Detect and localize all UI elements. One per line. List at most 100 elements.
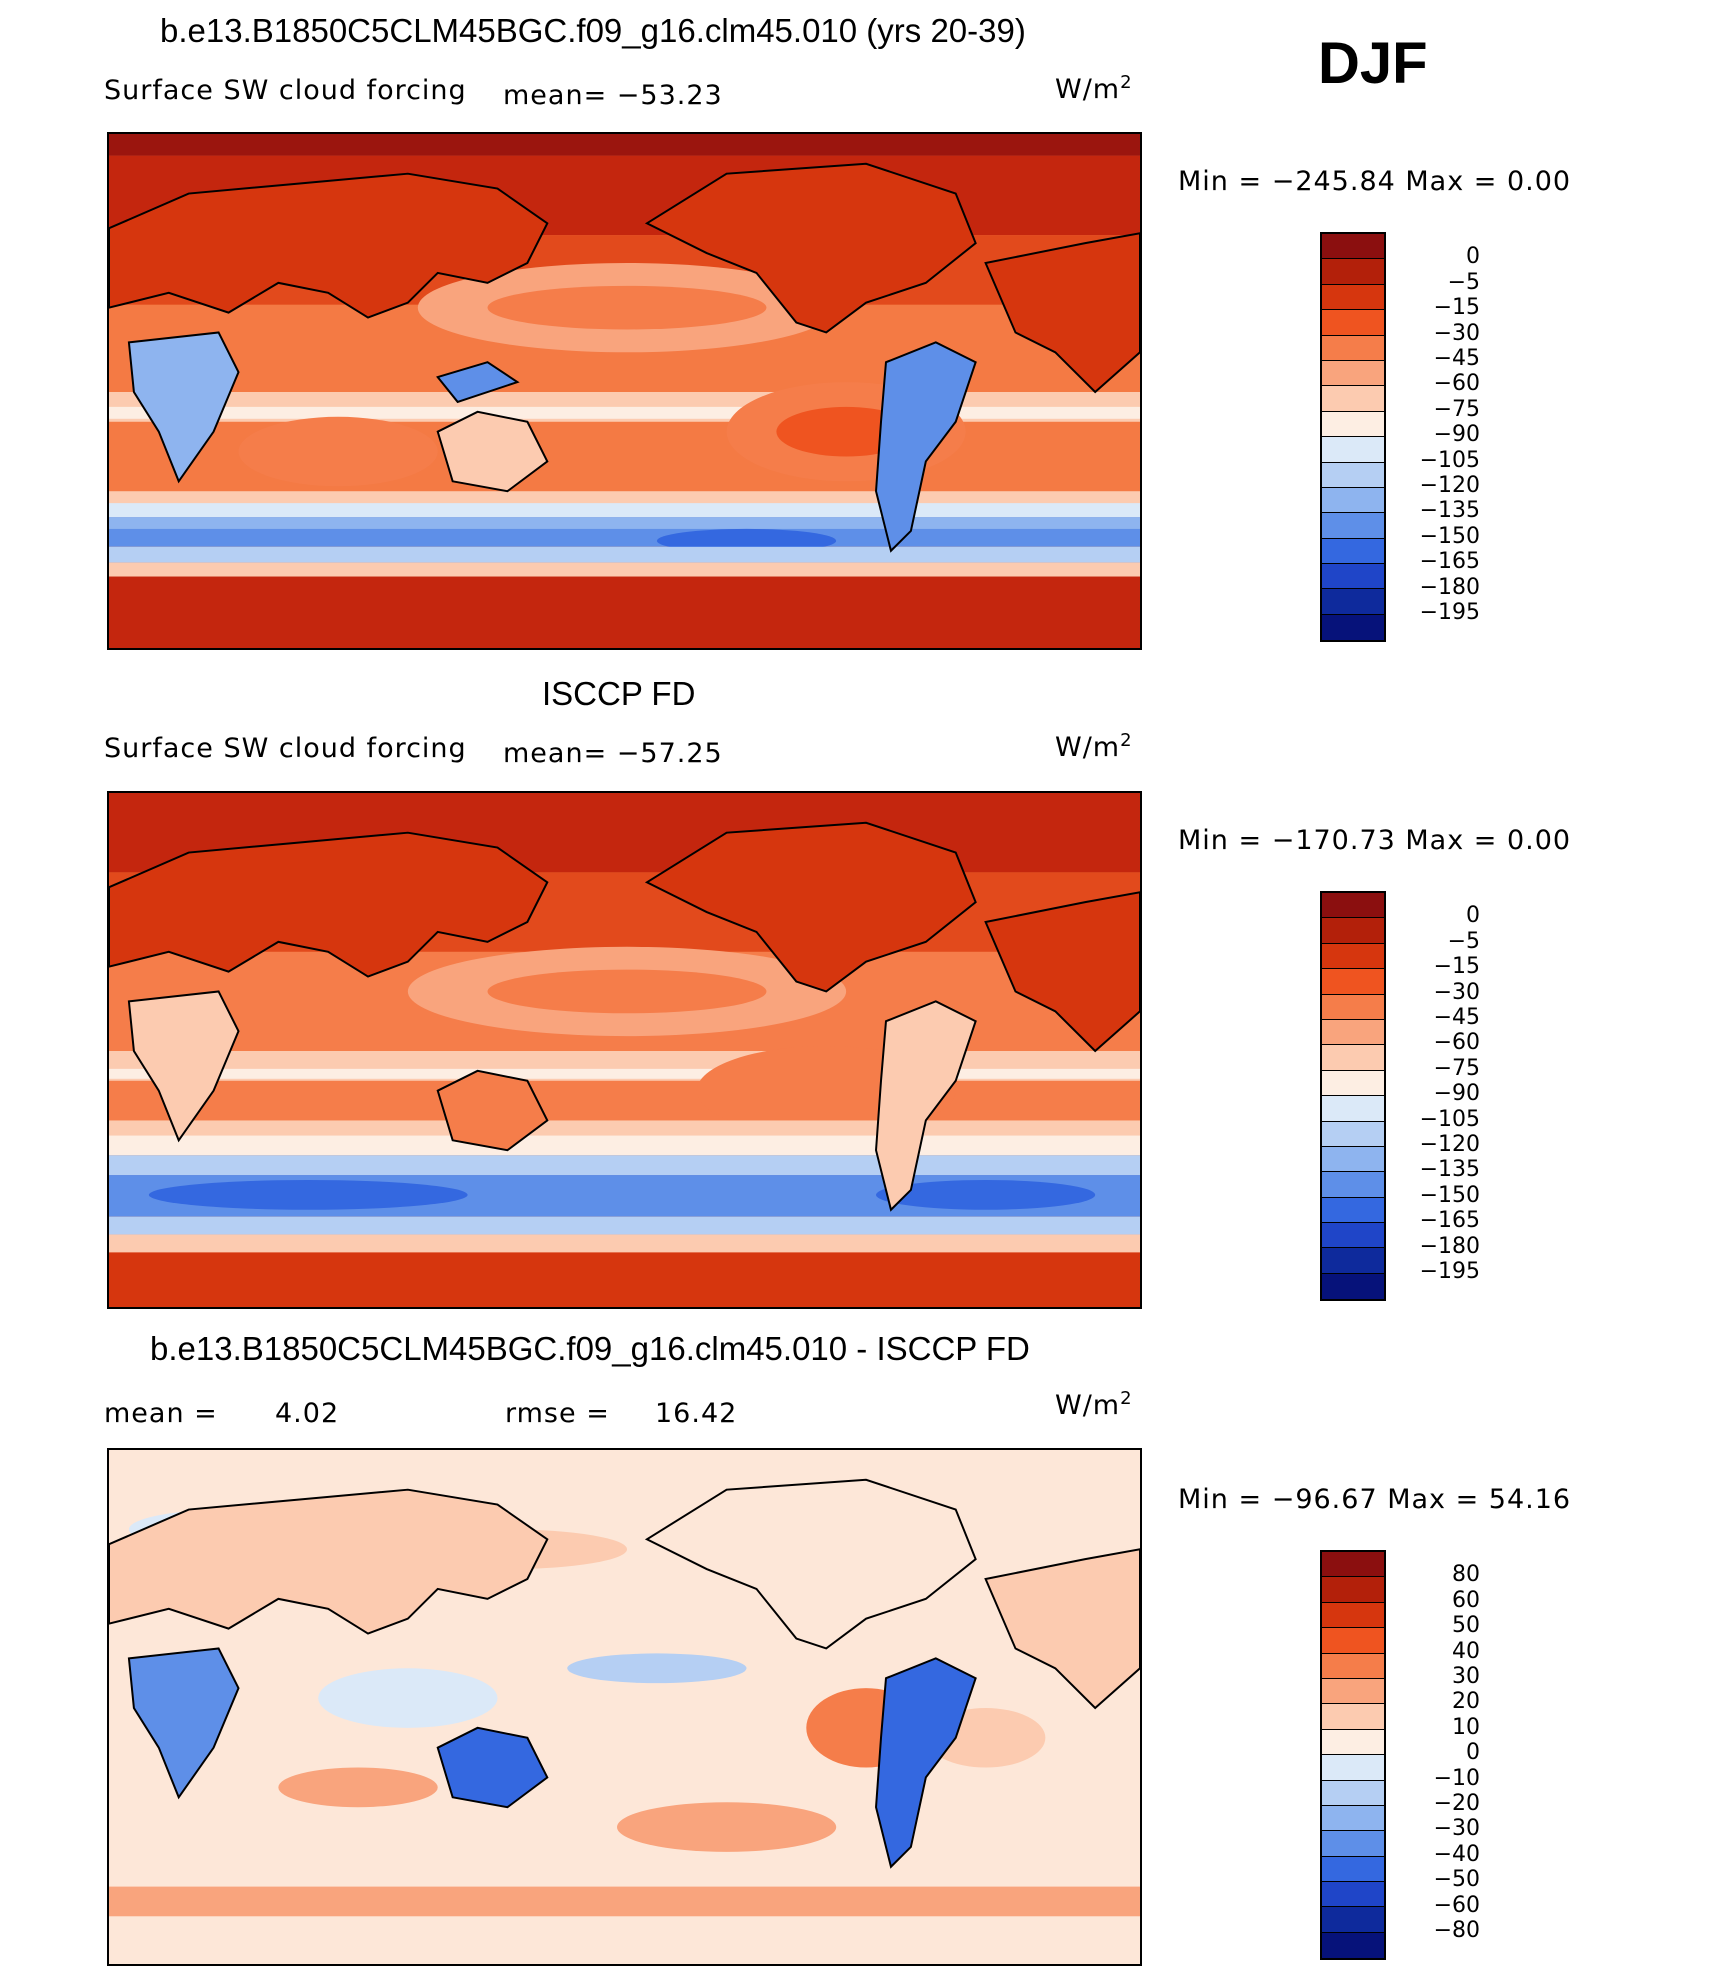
colorbar-tick-label: −30	[1433, 320, 1480, 346]
colorbar-tick-label: −60	[1433, 1030, 1480, 1056]
colorbar-tick-label: −150	[1419, 1182, 1480, 1208]
colorbar-swatch	[1322, 1856, 1384, 1883]
colorbar-swatch	[1322, 918, 1384, 944]
colorbar-swatch	[1322, 589, 1384, 615]
colorbar-swatch	[1322, 335, 1384, 361]
colorbar-tick-label: −165	[1419, 549, 1480, 575]
panel3-minmax: Min = −96.67 Max = 54.16	[1178, 1484, 1572, 1515]
panel1-colorbar	[1320, 232, 1386, 643]
panel2-colorbar-labels: 0 −5 −15 −30 −45 −60 −75 −90 −105 −120 −135 −150 −16…	[1400, 891, 1480, 1301]
colorbar-swatch	[1322, 1552, 1384, 1578]
colorbar-tick-label: −90	[1433, 1081, 1480, 1107]
colorbar-swatch	[1322, 1019, 1384, 1046]
colorbar-tick-label: 10	[1452, 1714, 1480, 1740]
colorbar-swatch	[1322, 360, 1384, 387]
panel1-colorbar-labels: 0 −5 −15 −30 −45 −60 −75 −90 −105 −120 −135 −150 −16…	[1400, 232, 1480, 642]
colorbar-swatch	[1322, 462, 1384, 488]
colorbar-tick-label: −60	[1433, 1892, 1480, 1918]
panel1-title: b.e13.B1850C5CLM45BGC.f09_g16.clm45.010 …	[160, 12, 1026, 49]
colorbar-tick-label: −165	[1419, 1208, 1480, 1234]
panel3-rmse-value: 16.42	[655, 1398, 738, 1429]
colorbar-tick-label: −105	[1419, 447, 1480, 473]
panel3-title: b.e13.B1850C5CLM45BGC.f09_g16.clm45.010 …	[150, 1330, 1030, 1367]
colorbar-swatch	[1322, 1172, 1384, 1198]
colorbar-tick-label: 40	[1452, 1638, 1480, 1664]
panel3-units: W/m2	[1055, 1388, 1133, 1421]
panel2-map-field	[109, 793, 1140, 1307]
colorbar-tick-label: −120	[1419, 1132, 1480, 1157]
colorbar-swatch	[1322, 893, 1384, 919]
panel1-minmax: Min = −245.84 Max = 0.00	[1178, 166, 1572, 197]
colorbar-tick-label: −180	[1419, 1233, 1480, 1259]
colorbar-swatch	[1322, 234, 1384, 260]
panel2-minmax: Min = −170.73 Max = 0.00	[1178, 825, 1572, 856]
panel3-colorbar-labels: 80 60 50 40 30 20 10 0 −10 −20 −30 −40 −50 −60 −80	[1400, 1550, 1480, 1960]
colorbar-swatch	[1322, 943, 1384, 970]
colorbar-tick-label: −15	[1433, 954, 1480, 980]
colorbar-tick-label: −135	[1419, 498, 1480, 524]
panel2-colorbar	[1320, 891, 1386, 1302]
colorbar-tick-label: −20	[1433, 1791, 1480, 1816]
colorbar-tick-label: −150	[1419, 523, 1480, 549]
colorbar-swatch	[1322, 284, 1384, 311]
colorbar-tick-label: 60	[1452, 1587, 1480, 1613]
colorbar-tick-label: −135	[1419, 1157, 1480, 1183]
colorbar-swatch	[1322, 1096, 1384, 1122]
colorbar-swatch	[1322, 1882, 1384, 1908]
colorbar-swatch	[1322, 564, 1384, 590]
panel3-map-field	[109, 1450, 1140, 1964]
colorbar-swatch	[1322, 1146, 1384, 1173]
colorbar-swatch	[1322, 614, 1384, 641]
colorbar-swatch	[1322, 1678, 1384, 1705]
colorbar-swatch	[1322, 1273, 1384, 1300]
colorbar-tick-label: −5	[1447, 928, 1480, 954]
colorbar-tick-label: −30	[1433, 979, 1480, 1005]
colorbar-swatch	[1322, 437, 1384, 463]
panel1-mean: mean= −53.23	[503, 80, 723, 111]
colorbar-swatch	[1322, 969, 1384, 995]
panel3-mean-label: mean =	[104, 1398, 218, 1429]
colorbar-swatch	[1322, 1628, 1384, 1654]
colorbar-tick-label: −105	[1419, 1106, 1480, 1132]
colorbar-tick-label: 20	[1452, 1689, 1480, 1715]
colorbar-swatch	[1322, 1577, 1384, 1603]
panel1-variable: Surface SW cloud forcing	[104, 75, 467, 106]
panel3-mean-value: 4.02	[275, 1398, 340, 1429]
colorbar-swatch	[1322, 1932, 1384, 1959]
colorbar-tick-label: −195	[1419, 600, 1480, 625]
colorbar-swatch	[1322, 513, 1384, 539]
colorbar-swatch	[1322, 1704, 1384, 1730]
panel1-map	[107, 132, 1142, 650]
panel2-map	[107, 791, 1142, 1309]
colorbar-tick-label: −60	[1433, 371, 1480, 397]
colorbar-swatch	[1322, 310, 1384, 336]
panel1-units: W/m2	[1055, 72, 1133, 105]
colorbar-swatch	[1322, 1831, 1384, 1857]
colorbar-swatch	[1322, 538, 1384, 565]
colorbar-tick-label: −180	[1419, 574, 1480, 600]
colorbar-tick-label: −30	[1433, 1816, 1480, 1842]
colorbar-tick-label: −45	[1433, 1005, 1480, 1030]
colorbar-swatch	[1322, 1045, 1384, 1071]
panel1-map-field	[109, 134, 1140, 648]
colorbar-tick-label: −80	[1433, 1918, 1480, 1943]
colorbar-tick-label: −5	[1447, 269, 1480, 295]
colorbar-swatch	[1322, 1653, 1384, 1679]
panel2-title: ISCCP FD	[542, 675, 696, 712]
colorbar-swatch	[1322, 1602, 1384, 1629]
panel3-rmse-label: rmse =	[505, 1398, 610, 1429]
colorbar-tick-label: −40	[1433, 1841, 1480, 1867]
panel2-units: W/m2	[1055, 730, 1133, 763]
panel2-variable: Surface SW cloud forcing	[104, 733, 467, 764]
colorbar-swatch	[1322, 994, 1384, 1020]
colorbar-tick-label: −120	[1419, 473, 1480, 498]
colorbar-tick-label: −90	[1433, 422, 1480, 448]
season-label: DJF	[1318, 31, 1428, 96]
colorbar-swatch	[1322, 1197, 1384, 1224]
colorbar-tick-label: −15	[1433, 295, 1480, 321]
panel2-mean: mean= −57.25	[503, 738, 723, 769]
colorbar-swatch	[1322, 1121, 1384, 1147]
panel3-map	[107, 1448, 1142, 1966]
colorbar-tick-label: −45	[1433, 346, 1480, 371]
colorbar-swatch	[1322, 411, 1384, 438]
